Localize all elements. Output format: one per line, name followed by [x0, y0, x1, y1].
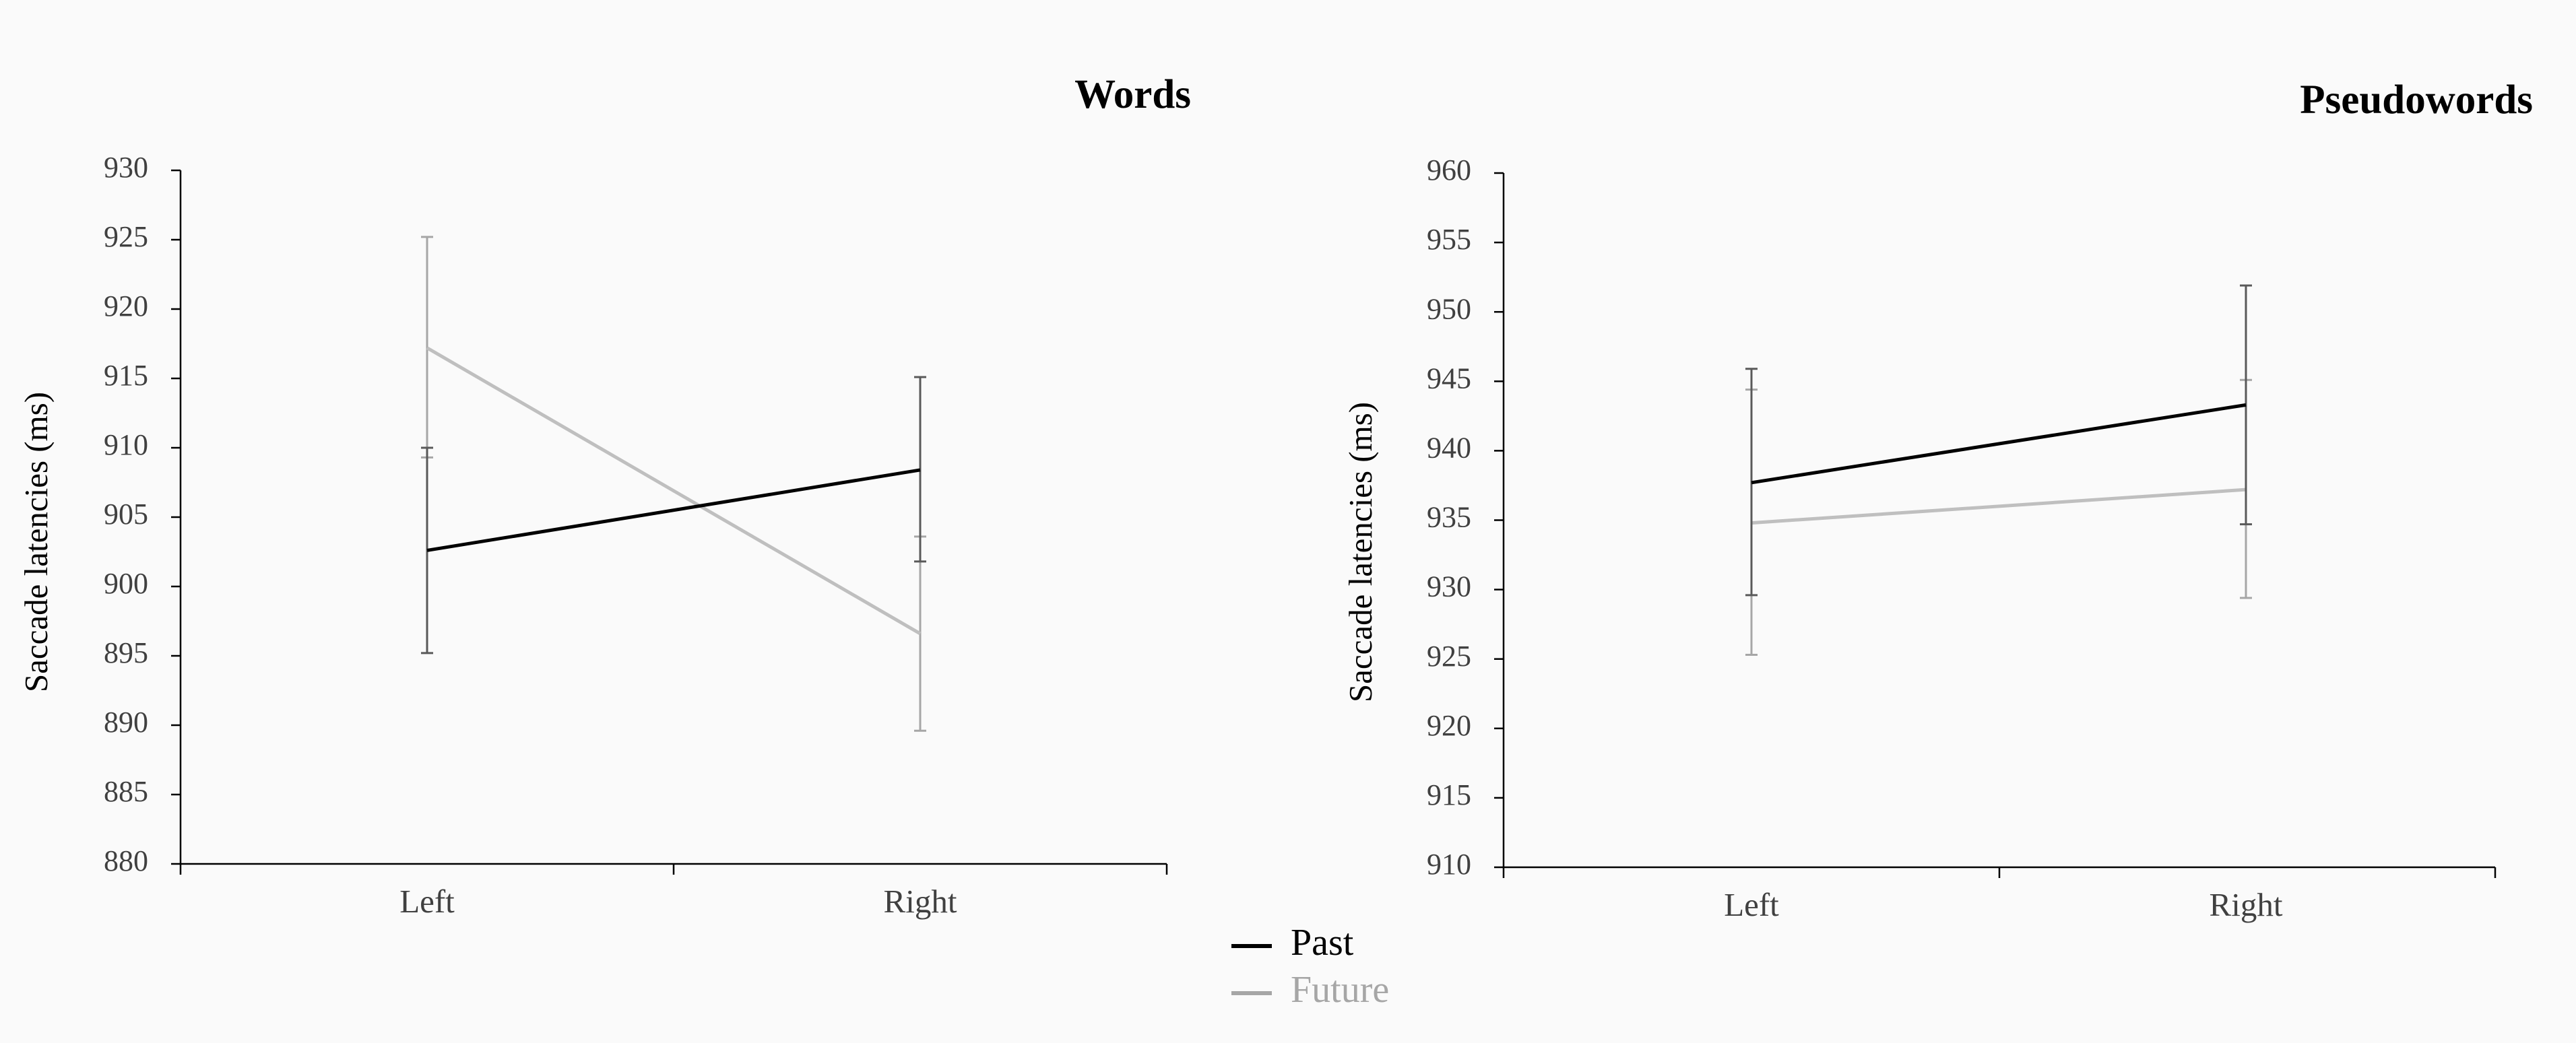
x-tick-label: Right	[2210, 886, 2283, 923]
y-axis-label: Saccade latencies (ms)	[18, 392, 55, 692]
y-tick-label: 950	[1427, 292, 1471, 325]
y-tick-label: 925	[1427, 640, 1471, 673]
legend: Past Future	[1231, 922, 1389, 1011]
y-tick-label: 905	[104, 498, 148, 531]
y-tick-label: 930	[1427, 570, 1471, 603]
chart-pseudowords: Pseudowords Saccade latencies (ms) 910 91…	[1342, 77, 2533, 923]
legend-item-future: Future	[1231, 969, 1389, 1011]
series-line-future	[1751, 487, 2247, 525]
y-tick-label: 910	[1427, 848, 1471, 881]
series-line-future	[426, 346, 922, 636]
y-tick-label: 955	[1427, 223, 1471, 256]
legend-label-past: Past	[1291, 922, 1354, 964]
y-tick-label: 915	[1427, 778, 1471, 811]
chart-title: Pseudowords	[2300, 77, 2533, 123]
y-tick-label: 915	[104, 359, 148, 392]
y-tick-label: 920	[104, 290, 148, 323]
y-tick-label: 880	[104, 844, 148, 877]
series-line-past	[426, 468, 921, 552]
x-tick-label: Left	[399, 883, 455, 920]
y-tick-label: 935	[1427, 501, 1471, 534]
y-tick-label: 900	[104, 567, 148, 600]
y-tick-label: 885	[104, 775, 148, 808]
y-tick-label: 930	[104, 151, 148, 184]
legend-label-future: Future	[1291, 969, 1389, 1011]
chart-title: Words	[1074, 72, 1191, 117]
y-tick-label: 960	[1427, 154, 1471, 187]
y-axis-label: Saccade latencies (ms)	[1342, 402, 1379, 702]
legend-item-past: Past	[1231, 922, 1354, 964]
y-tick-label: 920	[1427, 709, 1471, 742]
y-tick-label: 895	[104, 636, 148, 669]
x-tick-label: Right	[884, 883, 957, 920]
y-tick-label: 925	[104, 220, 148, 253]
y-tick-label: 910	[104, 428, 148, 461]
y-tick-label: 945	[1427, 362, 1471, 395]
y-tick-label: 940	[1427, 431, 1471, 464]
series-line-past	[1751, 403, 2247, 485]
x-tick-label: Left	[1724, 886, 1779, 923]
y-tick-label: 890	[104, 706, 148, 739]
chart-words: Words Saccade latencies (ms) 880 885 890 89…	[18, 72, 1191, 920]
